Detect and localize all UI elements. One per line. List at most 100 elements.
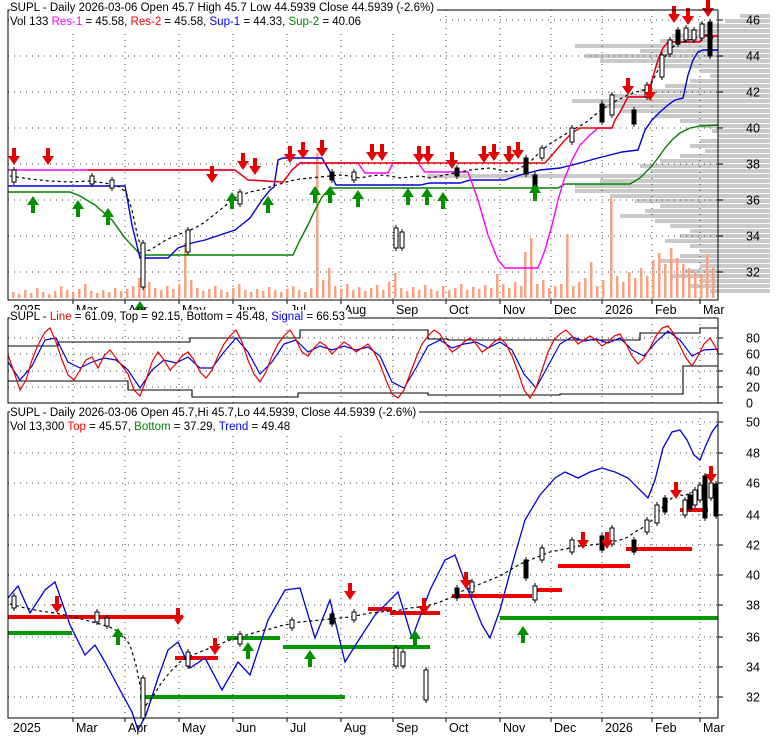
readout-part: Top <box>67 421 86 433</box>
buy-arrow-icon <box>242 642 254 659</box>
y-axis-label: 44 <box>746 509 760 523</box>
sell-arrow-icon <box>42 148 54 165</box>
readout-part: = 45.57, <box>85 421 135 433</box>
sell-arrow-icon <box>249 158 261 175</box>
sell-arrows <box>51 466 717 655</box>
sell-arrow-icon <box>297 142 309 159</box>
panel-price-secondary: 50 48 46 44 42 40 38 36 34 32 2025 Mar Apr May Jun Jul A… <box>7 411 760 736</box>
gridlines <box>8 318 718 403</box>
readout-part: = 66.53 <box>303 311 346 323</box>
sell-arrow-icon <box>376 144 388 161</box>
sell-arrow-icon <box>577 532 589 549</box>
x-axis-label: 2026 <box>605 303 633 317</box>
sell-arrows <box>8 0 714 183</box>
buy-arrow-icon <box>529 184 541 201</box>
readout-part: = 61.09, Top = 92.15, Bottom = 45.48, <box>71 311 272 323</box>
axis-labels: 80 60 40 20 0 <box>718 332 760 411</box>
readout-part: = 44.33, <box>240 16 289 28</box>
sell-arrow-icon <box>478 146 490 163</box>
y-axis-label: 42 <box>746 86 760 100</box>
sup1-line <box>8 49 718 259</box>
readout-part: = 45.58, <box>161 16 210 28</box>
panel3-indicator-readout: Vol 13,300 Top = 45.57, Bottom = 37.29, … <box>10 420 416 434</box>
buy-arrow-icon <box>402 188 414 205</box>
panel2-title: SUPL - Line = 61.09, Top = 92.15, Bottom… <box>10 310 349 324</box>
x-axis-label: Mar <box>703 303 725 317</box>
buy-arrow-icon <box>324 186 336 203</box>
sell-arrow-icon <box>8 148 20 165</box>
buy-arrow-icon <box>27 196 39 213</box>
y-axis-label: 34 <box>746 230 760 244</box>
readout-part: = 37.29, <box>170 421 219 433</box>
panel1-title-line1: SUPL - Daily 2026-03-06 Open 45.7 High 4… <box>10 2 435 14</box>
y-axis-label: 40 <box>746 122 760 136</box>
candlesticks <box>11 473 719 721</box>
x-axis-label: Mar <box>76 721 98 735</box>
x-axis-label: Oct <box>449 721 469 735</box>
sell-arrow-icon <box>209 638 221 655</box>
y-axis-label: 50 <box>746 416 760 430</box>
candlesticks <box>11 19 713 290</box>
panel-price-main: 46444240383634322025MarAprMayJunJulAugSe… <box>7 0 770 318</box>
sell-arrow-icon <box>206 166 218 183</box>
readout-part: = 40.06 <box>319 16 362 28</box>
buy-arrow-icon <box>134 301 146 318</box>
buy-arrow-icon <box>262 196 274 213</box>
y-axis-label: 44 <box>746 50 760 64</box>
sell-arrow-icon <box>601 532 613 549</box>
readout-part: Trend <box>218 421 249 433</box>
buy-arrow-icon <box>409 630 421 647</box>
buy-arrows <box>112 626 529 667</box>
y-axis-label: 34 <box>746 661 760 675</box>
volume-bars <box>12 153 715 298</box>
buy-arrows <box>27 184 541 318</box>
buy-arrow-icon <box>72 200 84 217</box>
buy-arrow-icon <box>517 626 529 643</box>
readout-part: Sup-1 <box>209 16 241 28</box>
x-axis-label: Nov <box>503 303 526 317</box>
y-axis-label: 32 <box>746 691 760 705</box>
y-axis-label: 38 <box>746 158 760 172</box>
x-axis-label: Aug <box>344 721 366 735</box>
x-axis-label: Oct <box>449 303 469 317</box>
buy-arrow-icon <box>102 208 114 225</box>
panel1-indicator-readout: Vol 133 Res-1 = 45.58, Res-2 = 45.58, Su… <box>10 15 434 29</box>
y-axis-label: 36 <box>746 631 760 645</box>
y-axis-label: 36 <box>746 194 760 208</box>
axis-labels: 50 48 46 44 42 40 38 36 34 32 2025 Mar Apr May Jun Jul A… <box>13 416 760 736</box>
sell-arrow-icon <box>413 146 425 163</box>
x-axis-label: Feb <box>655 721 677 735</box>
y-axis-label: 0 <box>746 397 753 411</box>
readout-part: Res-1 <box>51 16 83 28</box>
readout-part: Line <box>49 311 72 323</box>
bottom-band <box>8 365 718 398</box>
sell-arrow-icon <box>503 146 515 163</box>
panel1-title: SUPL - Daily 2026-03-06 Open 45.7 High 4… <box>10 1 438 29</box>
x-axis-label: Mar <box>703 721 725 735</box>
readout-part: Vol 13,300 <box>10 421 68 433</box>
sell-arrow-icon <box>316 140 328 157</box>
x-axis-label: Feb <box>655 303 677 317</box>
sell-arrow-icon <box>702 0 714 17</box>
y-axis-label: 20 <box>746 381 760 395</box>
x-axis-label: Apr <box>128 721 147 735</box>
sell-arrow-icon <box>670 482 682 499</box>
x-axis-label: 2025 <box>13 721 41 735</box>
readout-part: = 49.48 <box>248 421 291 433</box>
buy-arrow-icon <box>226 192 238 209</box>
panel3-title-line1: SUPL - Daily 2026-03-06 Open 45.7,Hi 45.… <box>10 407 417 419</box>
readout-part: Vol 133 <box>10 16 52 28</box>
panel-oscillator: 80 60 40 20 0 <box>7 317 760 411</box>
sell-arrow-icon <box>705 466 717 483</box>
readout-part: Sup-2 <box>288 16 320 28</box>
sell-arrow-icon <box>366 144 378 161</box>
buy-arrow-icon <box>352 190 364 207</box>
buy-arrow-icon <box>309 186 321 203</box>
x-axis-label: Jul <box>290 721 306 735</box>
readout-part: = 45.58, <box>82 16 131 28</box>
sell-arrow-icon <box>644 84 656 101</box>
buy-arrow-icon <box>421 188 433 205</box>
sell-arrow-icon <box>460 572 472 589</box>
